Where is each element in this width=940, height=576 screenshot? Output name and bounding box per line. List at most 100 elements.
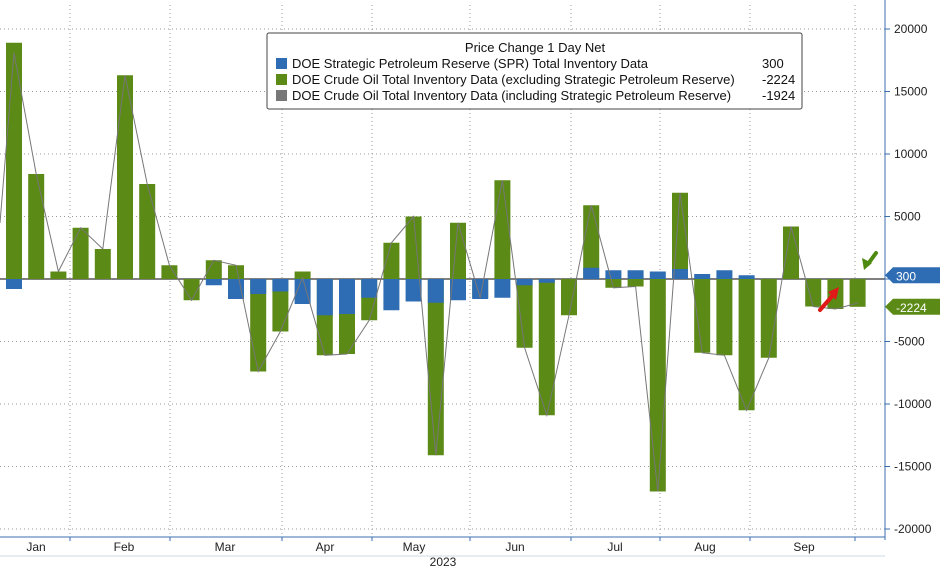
last-value-spr: 300 (885, 267, 940, 284)
bar-crude-excl-spr (738, 279, 755, 411)
bar-spr (427, 279, 444, 303)
legend-label-incl-spr: DOE Crude Oil Total Inventory Data (incl… (292, 88, 731, 103)
legend-value-excl-spr: -2224 (762, 72, 795, 87)
bar-spr (627, 270, 644, 279)
bar-spr (383, 279, 400, 311)
bar-spr (294, 279, 311, 304)
y-tick-label: -10000 (894, 397, 932, 411)
line-crude-incl-spr (0, 52, 858, 492)
x-tick-label: Sep (793, 540, 815, 554)
bar-crude-excl-spr (50, 271, 67, 279)
bar-crude-excl-spr (94, 249, 111, 279)
bar-crude-excl-spr (6, 42, 22, 279)
bar-spr (450, 279, 466, 301)
bar-spr (516, 279, 533, 286)
bar-spr (272, 279, 289, 292)
legend-label-spr: DOE Strategic Petroleum Reserve (SPR) To… (292, 56, 649, 71)
y-tick-label: 5000 (894, 210, 921, 224)
x-tick-label: Feb (114, 540, 135, 554)
bar-spr (205, 279, 222, 286)
bar-spr (738, 275, 755, 279)
annotations (818, 251, 878, 312)
bar-spr (361, 279, 378, 298)
bar-crude-excl-spr (494, 180, 511, 279)
bar-crude-excl-spr (516, 279, 533, 348)
last-value-excl-spr-badge (885, 298, 940, 315)
green-arrow-icon (862, 251, 878, 270)
last-value-spr-badge (885, 267, 940, 284)
bar-crude-excl-spr (450, 222, 466, 279)
bar-spr (6, 279, 22, 289)
bar-spr (672, 269, 688, 279)
legend-swatch-spr (276, 58, 287, 69)
legend-value-incl-spr: -1924 (762, 88, 795, 103)
legend-swatch-excl-spr (276, 74, 287, 85)
legend: Price Change 1 Day Net DOE Strategic Pet… (266, 32, 803, 110)
y-tick-label: 20000 (894, 22, 928, 36)
bar-crude-excl-spr (716, 279, 733, 356)
bar-spr (494, 279, 511, 298)
bar-spr (405, 279, 422, 302)
bar-crude-excl-spr (627, 279, 644, 287)
bar-spr (339, 279, 355, 314)
x-axis-year-label: 2023 (430, 555, 457, 569)
bars (6, 42, 866, 492)
bar-spr (316, 279, 333, 316)
bar-spr (228, 279, 244, 299)
legend-swatch-incl-spr (276, 90, 287, 101)
bar-crude-excl-spr (561, 279, 577, 316)
bar-crude-excl-spr (805, 279, 822, 307)
total-line (0, 52, 858, 492)
x-tick-label: Jun (505, 540, 524, 554)
bar-crude-excl-spr (783, 226, 799, 279)
bar-crude-excl-spr (649, 279, 666, 492)
bar-spr (694, 274, 711, 279)
last-value-spr-text: 300 (896, 269, 916, 283)
x-axis: Jan Feb Mar Apr May Jun Jul Aug Sep 2023 (0, 536, 885, 569)
red-arrow-icon (818, 287, 839, 312)
bar-crude-excl-spr (205, 260, 222, 279)
bar-spr (716, 270, 733, 279)
x-tick-label: Jul (607, 540, 622, 554)
bar-crude-excl-spr (294, 271, 311, 279)
bar-crude-excl-spr (272, 279, 289, 332)
bar-crude-excl-spr (250, 279, 267, 372)
x-tick-label: Jan (26, 540, 45, 554)
x-tick-label: Apr (316, 540, 335, 554)
bar-spr (649, 271, 666, 279)
y-axis: 20000150001000050000-5000-10000-15000-20… (884, 0, 940, 540)
bar-crude-excl-spr (117, 75, 133, 279)
bar-crude-excl-spr (28, 174, 45, 279)
y-tick-label: 15000 (894, 85, 928, 99)
last-value-excl-spr-text: -2224 (896, 301, 927, 315)
bar-crude-excl-spr (427, 279, 444, 456)
y-tick-label: 10000 (894, 147, 928, 161)
bar-spr (538, 279, 555, 283)
bar-crude-excl-spr (538, 279, 555, 416)
bar-spr (250, 279, 267, 294)
bar-spr (605, 270, 622, 279)
bar-crude-excl-spr (228, 265, 244, 279)
bar-crude-excl-spr (72, 227, 89, 279)
legend-title: Price Change 1 Day Net (465, 40, 606, 55)
bar-crude-excl-spr (694, 279, 711, 353)
bar-crude-excl-spr (849, 279, 866, 307)
x-tick-label: Aug (694, 540, 715, 554)
y-tick-label: -15000 (894, 460, 932, 474)
bar-crude-excl-spr (672, 192, 688, 279)
legend-value-spr: 300 (762, 56, 784, 71)
y-tick-label: -5000 (894, 335, 925, 349)
legend-box (266, 32, 803, 110)
bar-crude-excl-spr (183, 279, 200, 301)
bar-crude-excl-spr (383, 242, 400, 279)
legend-label-excl-spr: DOE Crude Oil Total Inventory Data (excl… (292, 72, 735, 87)
x-tick-label: Mar (215, 540, 236, 554)
last-value-excl-spr: -2224 (885, 298, 940, 315)
bar-crude-excl-spr (605, 279, 622, 288)
bar-crude-excl-spr (161, 265, 178, 279)
bar-spr (583, 267, 600, 279)
bar-crude-excl-spr (405, 216, 422, 279)
x-tick-label: May (403, 540, 426, 554)
